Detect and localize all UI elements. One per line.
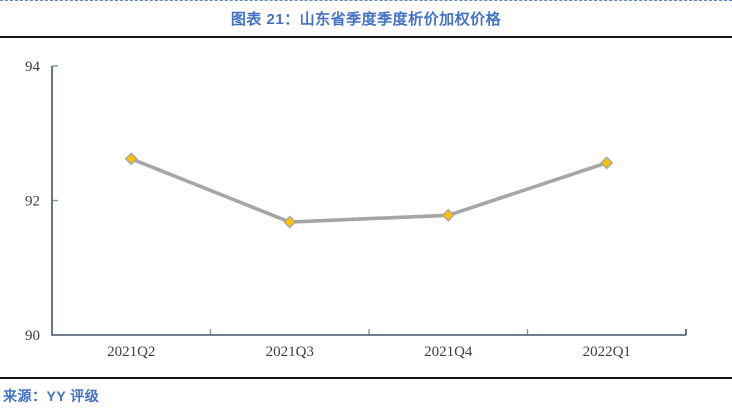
- x-axis-tick-label: 2021Q2: [107, 344, 155, 360]
- x-axis-tick-label: 2021Q3: [266, 344, 314, 360]
- axis-lines: [51, 66, 686, 336]
- data-point-marker: [600, 156, 614, 170]
- footer-border-line: [0, 377, 732, 379]
- x-axis-tick-label: 2021Q4: [424, 344, 473, 360]
- chart-header: 图表 21：山东省季度季度析价加权价格: [0, 1, 732, 38]
- y-axis-tick-label: 94: [25, 59, 41, 75]
- line-chart-svg: 94 92 90 2021Q2 2021Q3 2021Q4 2022Q1: [25, 59, 687, 360]
- y-axis-tick-label: 92: [25, 194, 40, 210]
- x-axis-tick-label: 2022Q1: [583, 344, 631, 360]
- line-chart: 94 92 90 2021Q2 2021Q3 2021Q4 2022Q1: [0, 39, 732, 377]
- series-line: [130, 157, 608, 224]
- source-note: 来源：YY 评级: [3, 388, 100, 404]
- data-point-marker: [283, 215, 297, 229]
- data-point-marker: [124, 152, 138, 166]
- y-axis-tick-label: 90: [25, 328, 40, 344]
- chart-title: 图表 21：山东省季度季度析价加权价格: [230, 11, 502, 28]
- data-point-marker: [441, 208, 455, 222]
- top-border-line: [0, 0, 732, 1]
